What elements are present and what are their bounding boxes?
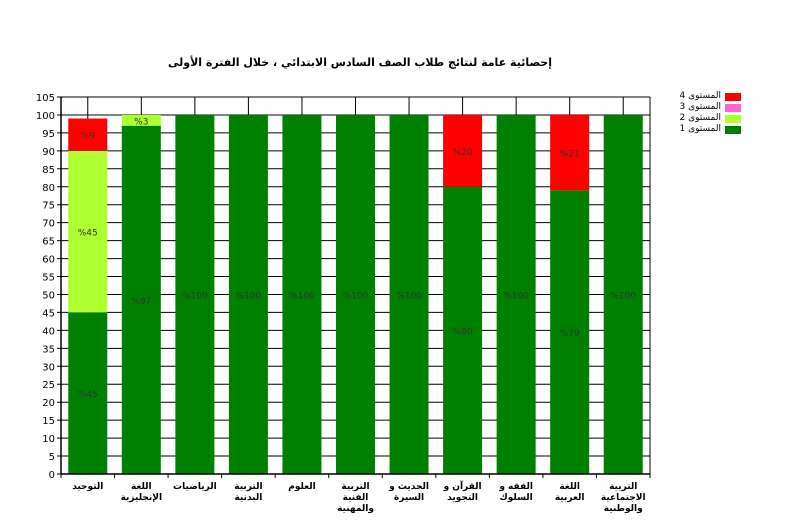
- y-tick-label: 60: [42, 255, 55, 266]
- data-label: %80: [453, 327, 473, 337]
- legend-label: المستوى 3: [679, 102, 721, 112]
- y-tick-label: 40: [42, 326, 55, 337]
- y-tick-label: 15: [42, 416, 55, 427]
- y-tick-label: 10: [42, 434, 55, 445]
- data-label: %21: [560, 150, 580, 160]
- y-tick-label: 35: [42, 344, 55, 355]
- x-tick-label: الفقه و السلوك: [498, 482, 533, 503]
- data-label: %20: [453, 148, 473, 158]
- legend-swatch-level-2: [725, 115, 741, 123]
- bar-segment: [175, 114, 215, 474]
- bar-segment: [68, 118, 108, 151]
- legend-item-level-4: المستوى 4: [680, 91, 746, 103]
- bar-segment: [443, 186, 483, 474]
- x-tick-label: اللغة الإنجليزية: [121, 482, 162, 503]
- data-label: %45: [78, 229, 98, 239]
- legend-label: المستوى 2: [679, 113, 721, 123]
- legend-swatch-level-3: [725, 104, 741, 112]
- y-tick-label: 20: [42, 398, 55, 409]
- legend-item-level-1: المستوى 1: [680, 124, 746, 136]
- y-tick-label: 25: [42, 380, 55, 391]
- y-tick-label: 105: [36, 93, 55, 104]
- legend-item-level-3: المستوى 3: [680, 102, 746, 114]
- bar-segment: [336, 114, 375, 474]
- data-label: %100: [343, 291, 369, 301]
- chart-title: إحصائية عامة لنتائج طلاب الصف السادس الا…: [167, 56, 552, 69]
- data-label: %100: [396, 291, 422, 301]
- data-label: %3: [134, 117, 148, 127]
- y-tick-label: 75: [42, 201, 55, 212]
- data-label: %100: [289, 291, 315, 301]
- data-label: %45: [78, 390, 98, 400]
- x-tick-label: التربية الاجتماعية والوطنية: [601, 482, 646, 514]
- data-label: %100: [503, 291, 529, 301]
- legend-label: المستوى 4: [679, 91, 721, 101]
- bar-segment: [443, 114, 483, 187]
- y-tick-label: 100: [36, 111, 55, 122]
- bar-segment: [389, 114, 429, 474]
- legend-swatch-level-1: [725, 126, 741, 134]
- y-tick-label: 80: [42, 183, 55, 194]
- y-tick-label: 0: [49, 470, 55, 481]
- x-tick-label: العلوم: [288, 482, 315, 492]
- x-tick-label: القرآن و التجويد: [443, 480, 482, 503]
- x-tick-label: الرياضيات: [173, 482, 217, 492]
- y-tick-label: 55: [42, 273, 55, 284]
- bar-segment: [603, 114, 643, 474]
- data-label: %100: [610, 291, 636, 301]
- x-tick-label: التربية البدنية: [234, 482, 262, 503]
- data-label: %100: [236, 291, 262, 301]
- legend-swatch-level-4: [725, 93, 741, 101]
- legend: المستوى 4 المستوى 3 المستوى 2 المستوى 1: [680, 91, 746, 136]
- bar-segment: [68, 312, 108, 474]
- data-label: %97: [131, 297, 151, 307]
- data-label: %79: [560, 329, 580, 339]
- y-tick-label: 5: [49, 452, 55, 463]
- data-label: %9: [81, 132, 96, 142]
- bar-segment: [550, 190, 590, 474]
- bar-segment: [496, 114, 536, 474]
- bar-segment: [282, 114, 322, 474]
- x-tick-label: الحديث و السيرة: [388, 482, 429, 503]
- y-tick-label: 70: [42, 219, 55, 230]
- y-tick-label: 95: [42, 129, 55, 140]
- x-tick-label: اللغة العربية: [555, 482, 585, 503]
- y-tick-label: 50: [42, 290, 55, 301]
- data-label: %100: [182, 291, 208, 301]
- bar-segment: [121, 114, 161, 126]
- bar-segment: [68, 150, 108, 313]
- y-tick-label: 30: [42, 362, 55, 373]
- bar-segment: [121, 125, 161, 474]
- bar-segment: [550, 114, 590, 191]
- x-tick-label: التربية الفنية والمهنية: [337, 482, 374, 514]
- y-tick-label: 85: [42, 165, 55, 176]
- y-tick-label: 90: [42, 147, 55, 158]
- legend-item-level-2: المستوى 2: [680, 113, 746, 125]
- y-tick-label: 65: [42, 237, 55, 248]
- bar-segment: [228, 114, 268, 474]
- legend-label: المستوى 1: [679, 124, 721, 134]
- x-tick-label: التوحيد: [72, 482, 103, 492]
- y-tick-label: 45: [42, 308, 55, 319]
